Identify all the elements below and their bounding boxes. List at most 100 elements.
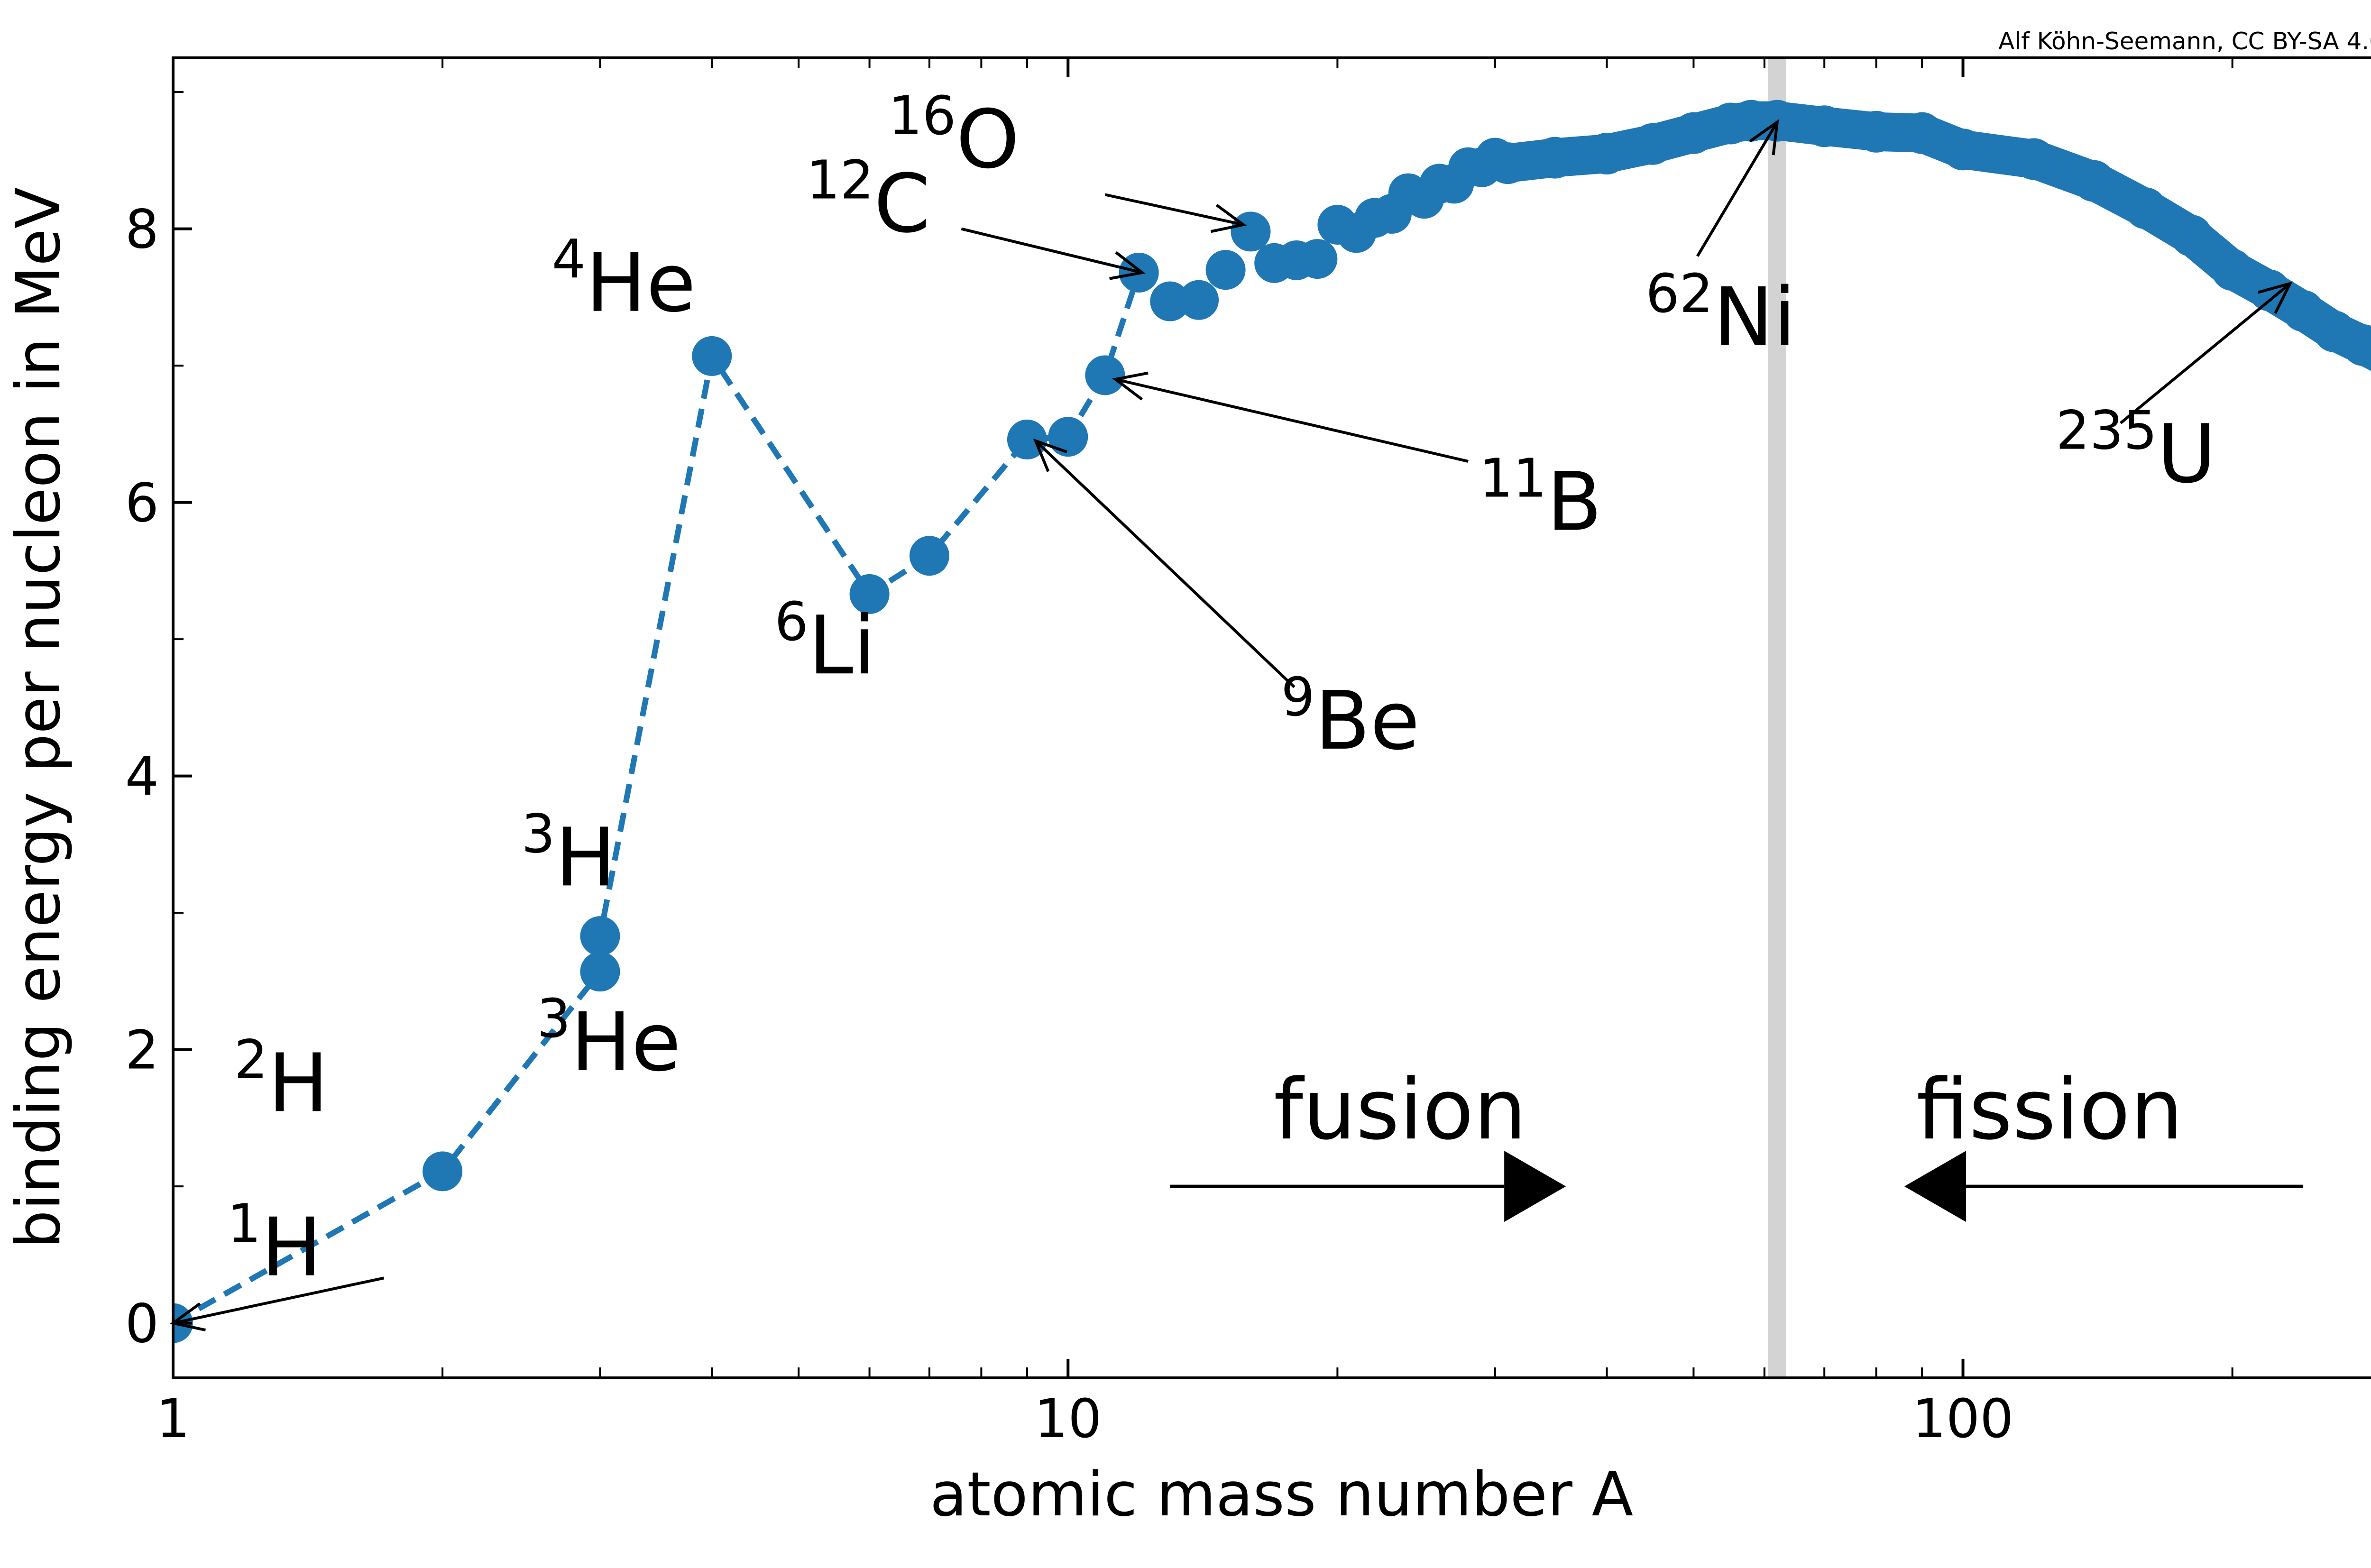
- region-label-fission: fission: [1916, 1061, 2183, 1158]
- data-point-A7-6: [909, 536, 949, 576]
- data-point-A11-9: [1085, 355, 1125, 395]
- isotope-symbol: He: [586, 237, 696, 330]
- isotope-mass-number: 16: [889, 85, 956, 147]
- isotope-label-235U: 235U: [2056, 400, 2216, 501]
- y-tick-label-2: 2: [125, 1020, 159, 1082]
- isotope-symbol: H: [268, 1036, 329, 1130]
- plot-area: 1 10 100024681H2H3H3He4He6Li9Be11B12C16O62…: [125, 56, 2371, 1450]
- data-point-A3-2: [580, 952, 620, 992]
- plot-frame: [172, 56, 2371, 1379]
- dashed-line-light-nuclei: [173, 272, 1142, 1326]
- data-point-A6-5: [849, 574, 890, 614]
- x-axis-label: atomic mass number A: [930, 1459, 1633, 1530]
- x-tick-label-10: 10: [1034, 1388, 1102, 1450]
- isotope-mass-number: 3: [537, 988, 570, 1050]
- arrow-1H: [173, 1276, 385, 1325]
- isotope-label-4He: 4He: [552, 229, 696, 330]
- data-point-A4-4: [692, 336, 732, 376]
- data-point-A15-13: [1205, 250, 1246, 290]
- heavy-point-300: [2369, 350, 2371, 368]
- data-point-A13-11: [1150, 281, 1190, 321]
- arrow-16O: [1104, 193, 1244, 226]
- isotope-symbol: O: [956, 93, 1020, 187]
- data-point-A2-1: [423, 1151, 463, 1192]
- heavy-point-50: [1673, 112, 1715, 154]
- y-tick-label-0: 0: [125, 1293, 159, 1355]
- isotope-symbol: Ni: [1713, 271, 1796, 365]
- heavy-point-240: [2282, 290, 2325, 332]
- arrow-62Ni: [1696, 121, 1779, 257]
- isotope-mass-number: 62: [1645, 263, 1713, 325]
- heavy-point-100: [1942, 128, 1984, 171]
- y-tick-label-6: 6: [125, 473, 159, 534]
- isotope-symbol: C: [874, 157, 930, 251]
- data-point-A30-28: [1475, 138, 1515, 178]
- data-point-A16-14: [1231, 211, 1271, 252]
- isotope-symbol: He: [571, 996, 681, 1090]
- y-tick-label-8: 8: [125, 199, 159, 261]
- isotope-label-16O: 16O: [889, 85, 1020, 187]
- isotope-label-2H: 2H: [234, 1029, 329, 1130]
- region-arrow-head-fission: [1904, 1151, 1966, 1222]
- data-point-A3-3: [580, 916, 620, 956]
- heavy-point-160: [2124, 187, 2167, 229]
- isotope-mass-number: 1: [228, 1193, 261, 1255]
- region-label-fusion: fusion: [1274, 1061, 1526, 1158]
- isotope-symbol: B: [1547, 455, 1602, 549]
- arrow-9Be: [1034, 440, 1296, 688]
- heavy-point-140: [2073, 160, 2115, 202]
- arrow-1H-head: [169, 1302, 206, 1332]
- isotope-mass-number: 12: [806, 149, 874, 211]
- isotope-mass-number: 11: [1479, 448, 1547, 509]
- isotope-label-6Li: 6Li: [774, 591, 875, 693]
- heavy-point-120: [2013, 138, 2055, 180]
- isotope-label-12C: 12C: [806, 149, 930, 251]
- isotope-label-1H: 1H: [228, 1193, 322, 1295]
- data-point-A10-8: [1048, 417, 1088, 457]
- isotope-mass-number: 3: [521, 803, 555, 865]
- x-axis-ticks: 1 10 100: [156, 58, 2233, 1450]
- heavy-point-70: [1803, 105, 1846, 147]
- isotope-mass-number: 6: [774, 591, 808, 653]
- isotope-mass-number: 2: [234, 1029, 268, 1091]
- heavy-point-35: [1534, 137, 1576, 179]
- y-axis-label: binding energy per nucleon in MeV: [3, 187, 74, 1249]
- y-tick-label-4: 4: [125, 746, 159, 808]
- heavy-point-90: [1901, 112, 1943, 154]
- y-axis-ticks: 0 2 4 6 8: [125, 91, 192, 1355]
- arrow-16O-head: [1210, 204, 1247, 233]
- isotope-label-3He: 3He: [537, 988, 681, 1090]
- region-arrow-head-fusion: [1504, 1151, 1566, 1222]
- isotope-symbol: U: [2157, 407, 2216, 501]
- isotope-mass-number: 4: [552, 229, 586, 291]
- heavy-point-180: [2170, 215, 2213, 257]
- data-point-A9-7: [1007, 419, 1047, 459]
- isotope-symbol: H: [555, 811, 616, 905]
- reference-line-ni62: [1768, 58, 1786, 1378]
- arrow-235U-head: [2258, 281, 2293, 314]
- arrow-12C: [961, 227, 1143, 274]
- isotope-label-62Ni: 62Ni: [1645, 263, 1796, 365]
- isotope-label-9Be: 9Be: [1281, 667, 1420, 768]
- heavy-point-280: [2342, 324, 2371, 366]
- x-tick-label-1: 1: [156, 1388, 190, 1450]
- heavy-point-45: [1632, 123, 1674, 165]
- data-series: [173, 100, 2371, 1343]
- isotope-symbol: Be: [1315, 674, 1420, 768]
- isotope-label-3H: 3H: [521, 803, 616, 905]
- data-point-A14-12: [1179, 280, 1219, 320]
- data-point-A19-17: [1297, 239, 1338, 279]
- arrow-11B-head: [1112, 371, 1149, 401]
- isotope-label-11B: 11B: [1479, 448, 1602, 549]
- heavy-point-80: [1855, 110, 1897, 153]
- isotope-mass-number: 9: [1281, 667, 1315, 728]
- isotope-mass-number: 235: [2056, 400, 2157, 461]
- arrow-9Be-head: [1033, 438, 1067, 472]
- isotope-symbol: H: [261, 1201, 322, 1295]
- arrow-12C-head: [1109, 251, 1146, 280]
- arrow-62Ni-head: [1749, 119, 1779, 156]
- heavy-point-40: [1586, 132, 1628, 174]
- isotope-symbol: Li: [809, 599, 876, 693]
